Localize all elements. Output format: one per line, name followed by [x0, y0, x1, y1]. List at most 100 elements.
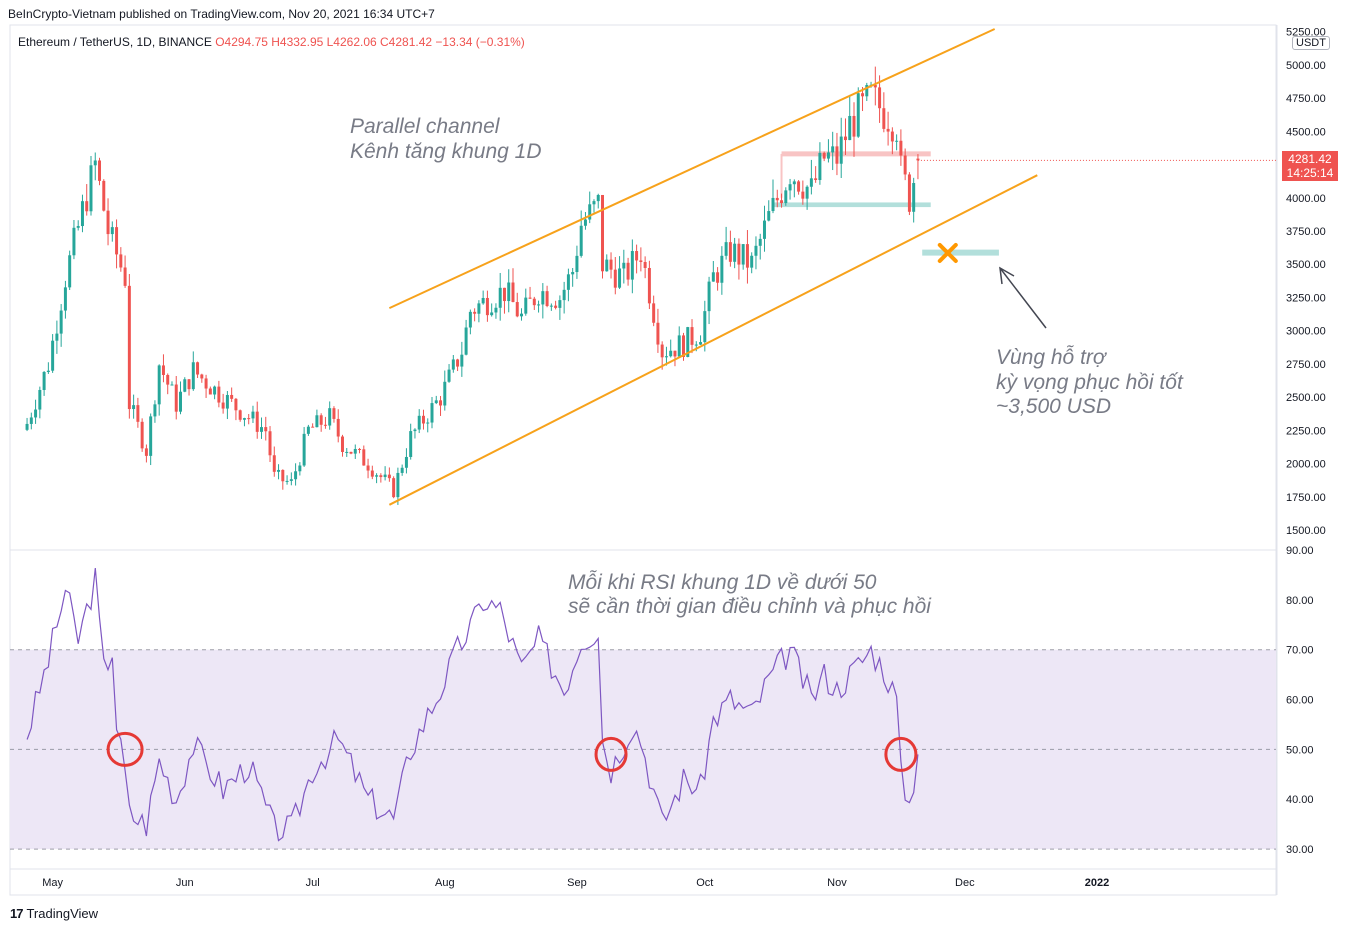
candle-2021-07-05 [328, 408, 332, 426]
published-caption: BeInCrypto-Vietnam published on TradingV… [8, 7, 435, 21]
candle-2021-07-07 [336, 418, 340, 437]
candle-2021-11-18 [907, 174, 911, 212]
candle-2021-06-27 [294, 471, 298, 480]
arrow-head-icon [999, 266, 1015, 285]
candle-2021-11-17 [903, 155, 907, 175]
candle-2021-08-07 [468, 311, 472, 328]
candle-2021-11-06 [856, 93, 860, 137]
candle-2021-06-03 [191, 362, 195, 390]
time-tick-label: Dec [955, 877, 975, 889]
candle-2021-11-10 [873, 84, 877, 88]
candle-2021-07-09 [345, 451, 349, 453]
candle-2021-05-12 [98, 160, 102, 181]
candle-2021-07-08 [340, 436, 344, 452]
candle-2021-10-11 [745, 244, 749, 268]
current-price-tag: 4281.42 14:25:14 [1282, 151, 1338, 181]
candle-2021-07-28 [426, 422, 430, 424]
candle-2021-05-22 [140, 421, 144, 449]
candle-2021-08-22 [532, 298, 536, 306]
time-tick-label: May [42, 877, 63, 889]
candle-2021-09-28 [690, 327, 694, 345]
price-tick-label: 3250.00 [1286, 292, 1326, 304]
candle-2021-07-18 [383, 474, 387, 478]
candle-2021-06-06 [204, 378, 208, 389]
candle-2021-07-01 [311, 426, 315, 428]
rsi-tick-label: 60.00 [1286, 695, 1314, 707]
candle-2021-09-11 [618, 268, 622, 288]
rsi-line-group [26, 567, 919, 842]
price-tick-label: 3500.00 [1286, 259, 1326, 271]
price-tick-label: 2500.00 [1286, 392, 1326, 404]
candle-2021-06-23 [277, 469, 281, 472]
channel-annotation-line2: Kênh tăng khung 1D [350, 140, 541, 163]
candle-2021-05-31 [179, 391, 182, 412]
candle-2021-06-28 [298, 465, 302, 472]
expected-support-zone [922, 249, 999, 256]
candle-2021-09-06 [596, 194, 600, 202]
candle-2021-09-14 [630, 251, 634, 280]
footer-brand[interactable]: 17 TradingView [10, 906, 98, 921]
candle-2021-07-11 [353, 448, 357, 454]
candle-2021-09-05 [592, 201, 596, 205]
support-annotation-line3: ~3,500 USD [996, 395, 1111, 418]
candle-2021-08-29 [562, 289, 566, 301]
candle-2021-07-12 [358, 448, 362, 450]
candle-2021-08-06 [464, 327, 468, 355]
time-tick-label: Sep [567, 877, 587, 889]
candle-2021-11-07 [861, 93, 865, 97]
candle-2021-05-13 [102, 180, 106, 211]
candle-2021-10-16 [767, 211, 771, 221]
rsi-highlight-circle [884, 736, 918, 772]
candle-2021-05-14 [106, 210, 110, 235]
rsi-tick-label: 40.00 [1286, 794, 1314, 806]
arrow-icon [999, 267, 1047, 329]
candle-2021-09-04 [588, 204, 592, 220]
axes-group: 1500.00 1750.00 2000.00 2250.00 2500.00 2750.… [42, 27, 1326, 889]
candle-2021-06-20 [264, 427, 268, 432]
candle-2021-07-31 [439, 400, 443, 406]
candle-2021-06-30 [306, 426, 310, 434]
candle-2021-05-03 [59, 310, 63, 334]
candle-2021-08-31 [571, 272, 575, 275]
bar-countdown: 14:25:14 [1286, 166, 1334, 180]
price-tick-label: 2000.00 [1286, 459, 1326, 471]
candle-2021-08-26 [549, 305, 553, 307]
candle-2021-10-14 [758, 238, 762, 246]
currency-label[interactable]: USDT [1292, 36, 1330, 50]
price-tick-label: 3000.00 [1286, 326, 1326, 338]
rsi-highlight-circle [106, 731, 144, 767]
candle-2021-09-23 [669, 350, 673, 357]
rsi-tick-label: 80.00 [1286, 595, 1314, 607]
channel-annotation-line1: Parallel channel [350, 115, 501, 138]
candle-2021-07-24 [409, 431, 413, 457]
rsi-tick-label: 70.00 [1286, 645, 1314, 657]
candle-2021-08-12 [490, 312, 494, 316]
marks-group [106, 159, 1277, 772]
candle-2021-07-26 [417, 415, 421, 430]
candle-2021-05-17 [119, 254, 123, 268]
candle-2021-06-16 [247, 418, 251, 420]
candle-2021-11-01 [835, 146, 839, 164]
candle-2021-09-30 [699, 342, 703, 345]
rsi-tick-label: 30.00 [1286, 844, 1314, 856]
candle-2021-07-17 [379, 475, 383, 478]
candle-2021-09-26 [682, 335, 685, 357]
price-tick-label: 4750.00 [1286, 93, 1326, 105]
candle-2021-07-16 [375, 475, 379, 477]
support-annotation-line2: kỳ vọng phục hồi tốt [996, 371, 1184, 394]
candle-2021-10-08 [733, 243, 737, 262]
candle-2021-05-08 [80, 201, 84, 227]
candle-2021-11-19 [912, 183, 916, 212]
candle-2021-09-22 [664, 356, 668, 358]
price-tick-label: 2750.00 [1286, 359, 1326, 371]
candles-group [25, 66, 920, 505]
candle-2021-11-16 [899, 140, 903, 156]
candle-2021-08-01 [443, 381, 447, 406]
candle-2021-10-26 [809, 178, 813, 187]
candle-2021-05-28 [166, 374, 170, 385]
candle-2021-05-10 [89, 165, 93, 212]
candle-2021-09-10 [613, 269, 617, 288]
candle-2021-07-30 [434, 400, 438, 404]
candle-2021-10-28 [818, 152, 822, 181]
